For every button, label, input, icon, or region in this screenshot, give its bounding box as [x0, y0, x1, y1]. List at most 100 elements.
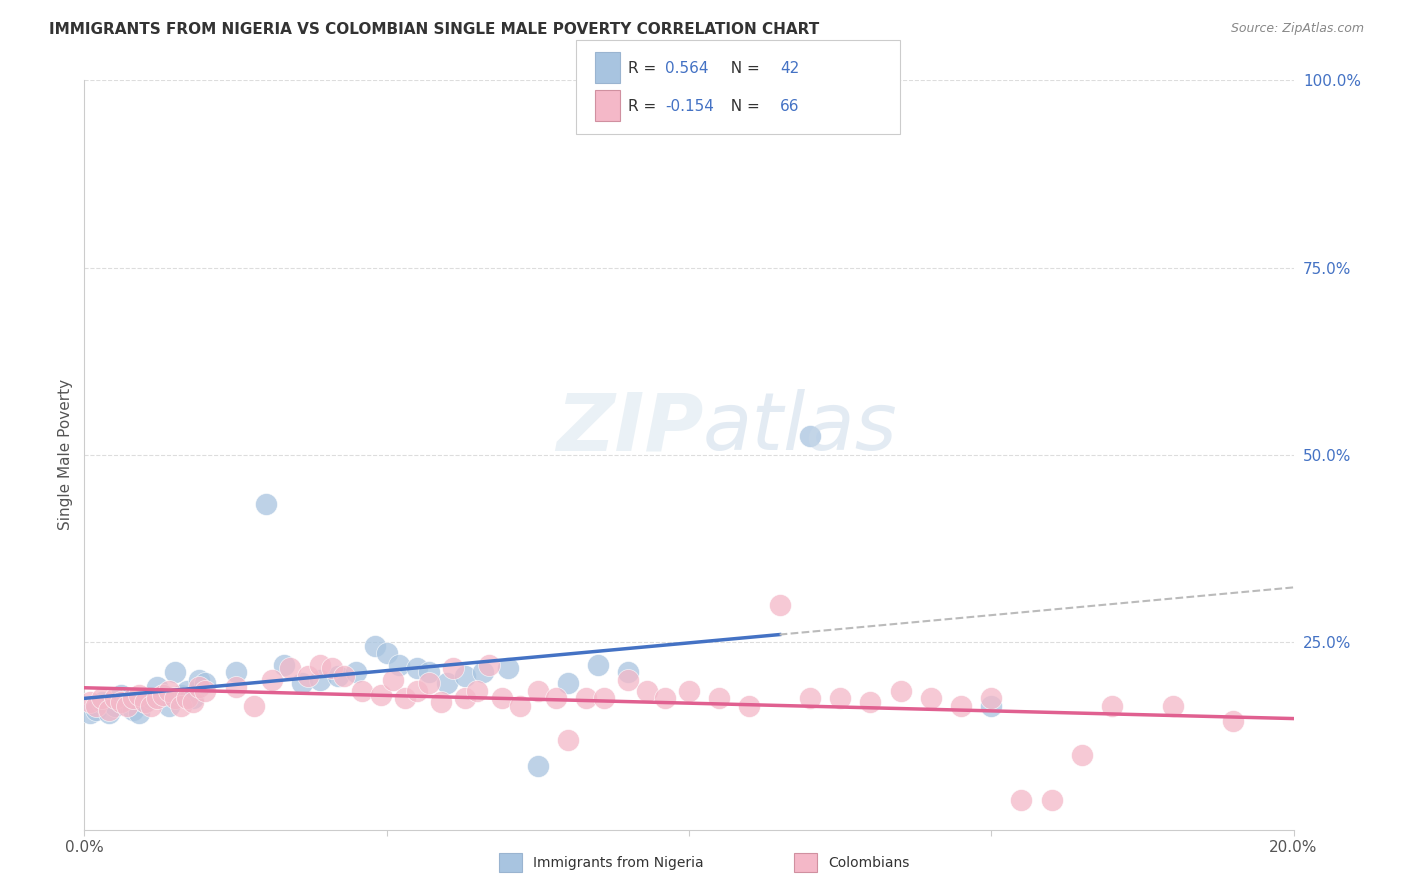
Point — [110, 695, 132, 709]
Point — [980, 691, 1002, 706]
Point — [496, 661, 519, 675]
Point — [950, 698, 973, 713]
Text: Colombians: Colombians — [828, 855, 910, 870]
Point — [527, 684, 550, 698]
Point — [363, 639, 385, 653]
Point — [170, 688, 193, 702]
Point — [104, 691, 127, 706]
Point — [115, 698, 138, 713]
Point — [418, 665, 440, 680]
Point — [375, 647, 398, 661]
Point — [370, 688, 392, 702]
Point — [593, 691, 616, 706]
Point — [194, 684, 217, 698]
Point — [86, 703, 108, 717]
Point — [260, 673, 283, 687]
Point — [333, 669, 356, 683]
Point — [678, 684, 700, 698]
Point — [165, 665, 187, 680]
Point — [406, 661, 429, 675]
Point — [557, 676, 579, 690]
Point — [176, 691, 198, 706]
Point — [128, 688, 150, 702]
Point — [636, 684, 658, 698]
Point — [617, 673, 640, 687]
Point — [128, 706, 150, 721]
Point — [225, 665, 247, 680]
Point — [225, 680, 247, 694]
Point — [544, 691, 567, 706]
Point — [273, 657, 295, 672]
Point — [859, 695, 882, 709]
Point — [181, 691, 204, 706]
Text: 66: 66 — [780, 99, 800, 114]
Point — [328, 669, 350, 683]
Text: atlas: atlas — [703, 389, 898, 467]
Point — [1040, 792, 1063, 806]
Point — [152, 688, 174, 702]
Point — [157, 698, 180, 713]
Point — [799, 691, 821, 706]
Point — [91, 695, 114, 709]
Point — [291, 676, 314, 690]
Point — [146, 680, 169, 694]
Text: -0.154: -0.154 — [665, 99, 714, 114]
Point — [110, 688, 132, 702]
Point — [278, 661, 301, 675]
Point — [472, 665, 495, 680]
Point — [188, 680, 211, 694]
Point — [309, 657, 332, 672]
Text: 0.564: 0.564 — [665, 61, 709, 76]
Point — [920, 691, 942, 706]
Point — [115, 691, 138, 706]
Point — [654, 691, 676, 706]
Point — [738, 698, 761, 713]
Y-axis label: Single Male Poverty: Single Male Poverty — [58, 379, 73, 531]
Point — [121, 691, 143, 706]
Point — [467, 684, 489, 698]
Text: 42: 42 — [780, 61, 800, 76]
Point — [1161, 698, 1184, 713]
Point — [146, 691, 169, 706]
Text: R =: R = — [628, 99, 662, 114]
Point — [1071, 747, 1094, 762]
Point — [134, 695, 156, 709]
Point — [430, 695, 453, 709]
Point — [557, 732, 579, 747]
Point — [157, 684, 180, 698]
Point — [454, 669, 477, 683]
Text: IMMIGRANTS FROM NIGERIA VS COLOMBIAN SINGLE MALE POVERTY CORRELATION CHART: IMMIGRANTS FROM NIGERIA VS COLOMBIAN SIN… — [49, 22, 820, 37]
Point — [346, 665, 368, 680]
Point — [799, 429, 821, 443]
Point — [980, 698, 1002, 713]
Point — [254, 497, 277, 511]
Point — [709, 691, 731, 706]
Point — [388, 657, 411, 672]
Point — [165, 691, 187, 706]
Point — [436, 676, 458, 690]
Text: N =: N = — [721, 61, 765, 76]
Point — [97, 706, 120, 721]
Point — [181, 695, 204, 709]
Point — [1101, 698, 1123, 713]
Point — [617, 665, 640, 680]
Point — [478, 657, 501, 672]
Point — [86, 698, 108, 713]
Point — [139, 698, 162, 713]
Point — [575, 691, 598, 706]
Point — [104, 698, 127, 713]
Point — [79, 706, 101, 721]
Point — [352, 684, 374, 698]
Point — [454, 691, 477, 706]
Point — [170, 698, 193, 713]
Point — [588, 657, 610, 672]
Point — [297, 669, 319, 683]
Point — [394, 691, 416, 706]
Point — [188, 673, 211, 687]
Point — [509, 698, 531, 713]
Point — [152, 688, 174, 702]
Point — [176, 684, 198, 698]
Text: Immigrants from Nigeria: Immigrants from Nigeria — [533, 855, 703, 870]
Point — [491, 691, 513, 706]
Point — [406, 684, 429, 698]
